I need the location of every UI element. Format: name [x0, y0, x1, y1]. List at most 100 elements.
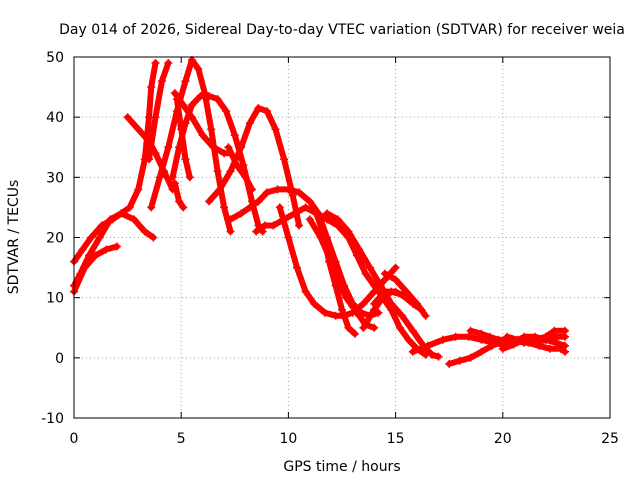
data-series-layer	[70, 56, 569, 368]
data-point-marker	[333, 215, 342, 224]
data-point-marker	[305, 197, 314, 206]
data-point-marker	[342, 293, 351, 302]
data-point-marker	[338, 305, 346, 314]
data-point-marker	[140, 227, 149, 236]
data-point-marker	[316, 233, 325, 242]
data-point-marker	[552, 338, 561, 347]
data-point-marker	[477, 329, 486, 338]
data-point-marker	[157, 77, 166, 86]
data-point-marker	[524, 338, 533, 347]
data-point-marker	[323, 209, 331, 218]
series-arc-12	[224, 143, 256, 194]
data-point-marker	[295, 221, 304, 230]
data-point-marker	[273, 185, 282, 194]
x-tick-label: 5	[177, 431, 186, 447]
data-point-marker	[494, 335, 503, 344]
data-point-marker	[380, 269, 389, 278]
series-arc-9	[170, 179, 188, 212]
series-arc-16	[305, 215, 379, 332]
y-tick-label: 40	[46, 110, 64, 126]
data-point-marker	[290, 209, 299, 218]
data-point-marker	[181, 155, 190, 164]
data-point-marker	[237, 209, 246, 218]
data-point-marker	[254, 104, 263, 113]
data-point-marker	[209, 143, 218, 152]
data-point-marker	[280, 155, 289, 164]
data-point-marker	[263, 188, 271, 197]
data-point-marker	[391, 275, 400, 284]
data-point-marker	[269, 221, 278, 230]
data-point-marker	[149, 233, 158, 242]
data-point-marker	[348, 302, 357, 311]
series-arc-11	[205, 104, 304, 230]
data-point-marker	[327, 257, 336, 266]
data-point-marker	[102, 245, 111, 254]
data-point-marker	[168, 173, 177, 182]
data-point-marker	[260, 221, 269, 230]
data-point-marker	[248, 185, 256, 194]
data-point-marker	[198, 131, 207, 140]
data-point-marker	[305, 215, 314, 224]
data-point-marker	[561, 341, 569, 350]
series-arc-17	[312, 209, 430, 359]
series-line	[173, 96, 193, 181]
x-tick-label: 25	[601, 431, 619, 447]
data-point-marker	[134, 125, 143, 134]
data-point-marker	[312, 209, 321, 218]
data-point-marker	[550, 326, 559, 335]
data-point-marker	[232, 161, 241, 170]
y-tick-label: -10	[41, 411, 64, 427]
data-point-marker	[112, 242, 121, 251]
data-point-marker	[387, 299, 396, 308]
data-point-marker	[97, 221, 106, 230]
data-point-marker	[451, 332, 460, 341]
series-arc-21	[370, 287, 417, 308]
data-point-marker	[466, 326, 475, 335]
data-point-marker	[340, 311, 349, 320]
x-tick-label: 0	[70, 431, 79, 447]
data-point-marker	[477, 347, 486, 356]
data-point-marker	[80, 263, 89, 272]
data-point-marker	[531, 332, 539, 341]
data-point-marker	[252, 227, 261, 236]
data-point-marker	[301, 287, 310, 296]
data-point-marker	[226, 215, 235, 224]
data-point-marker	[331, 311, 340, 320]
data-point-marker	[284, 185, 293, 194]
data-point-marker	[151, 59, 160, 67]
data-point-marker	[226, 167, 235, 176]
data-point-marker	[91, 251, 100, 260]
data-point-marker	[295, 188, 304, 197]
data-point-marker	[117, 209, 126, 218]
data-point-marker	[213, 95, 222, 104]
data-point-marker	[408, 326, 417, 335]
series-line	[148, 57, 234, 235]
data-point-marker	[535, 341, 544, 350]
data-point-marker	[428, 350, 436, 359]
data-point-marker	[370, 299, 379, 308]
data-point-marker	[365, 263, 374, 272]
data-point-marker	[170, 89, 179, 98]
data-point-marker	[546, 344, 554, 353]
grid	[74, 57, 610, 418]
data-point-marker	[145, 155, 153, 164]
data-point-marker	[391, 287, 400, 296]
data-point-marker	[87, 233, 96, 242]
data-point-marker	[380, 287, 389, 296]
data-point-marker	[455, 356, 464, 365]
data-point-marker	[361, 269, 370, 278]
series-arc-5	[145, 59, 173, 164]
data-point-marker	[376, 281, 385, 290]
data-point-marker	[445, 359, 454, 368]
data-point-marker	[187, 101, 196, 110]
data-point-marker	[164, 143, 173, 152]
data-point-marker	[402, 293, 411, 302]
series-arc-27	[509, 332, 569, 350]
data-point-marker	[408, 296, 417, 305]
data-point-marker	[335, 281, 344, 290]
data-point-marker	[561, 326, 569, 335]
chart-title: Day 014 of 2026, Sidereal Day-to-day VTE…	[59, 22, 625, 38]
data-point-marker	[466, 353, 475, 362]
data-point-marker	[207, 125, 216, 134]
data-point-marker	[398, 311, 406, 320]
